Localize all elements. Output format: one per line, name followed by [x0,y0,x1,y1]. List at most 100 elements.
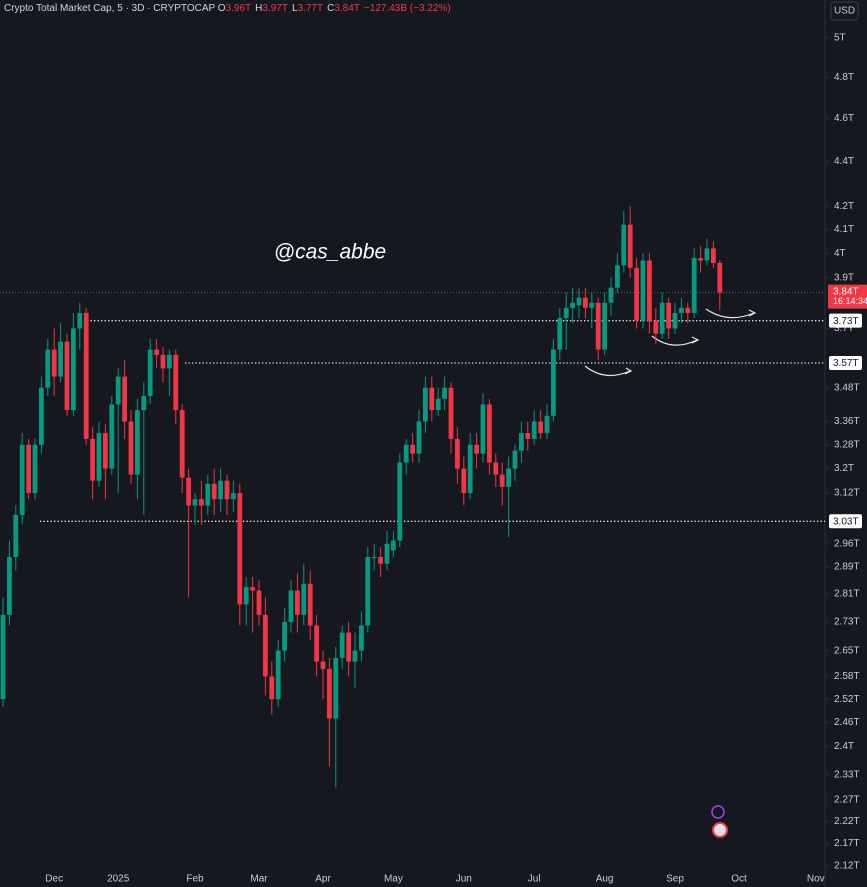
candle-body [58,341,63,377]
candle-body [7,556,12,615]
currency-button[interactable] [830,1,859,21]
level-box [829,355,862,370]
y-tick-label: 3.2T [834,463,854,474]
y-tick-label: 2.58T [834,671,860,682]
candle-body [154,349,159,355]
y-tick-label: 4T [834,248,846,259]
candle-body [525,433,531,439]
candle-body [595,302,601,350]
y-tick-label: 3.28T [834,439,860,450]
candle-body [685,307,691,313]
candle-body [416,421,422,454]
candle-body [346,632,351,662]
candle-body [461,468,467,494]
candle-body [576,297,582,306]
x-tick-label: Mar [250,874,268,885]
candle-body [211,483,217,500]
candle-body [135,410,140,475]
candle-body [282,621,287,651]
candle-body [583,297,588,308]
arrow-head [748,309,757,317]
candle-body [410,444,415,454]
candle-body [544,415,550,434]
x-tick-label: Feb [186,874,204,885]
level-label: 3.57T [833,358,859,369]
candle-body [608,287,614,303]
x-tick-label: Dec [45,874,63,885]
candle-body [615,265,620,288]
level-box [829,514,862,529]
countdown: 16:14:34 [833,296,867,306]
x-tick-label: Apr [315,874,331,885]
candle-body [109,404,115,469]
candle-body [480,404,486,454]
candle-body [397,462,403,541]
candle-body [455,438,460,469]
candle-body [96,433,102,481]
y-tick-label: 4.4T [834,156,854,167]
candle-body [359,625,364,651]
candle-body [538,421,543,434]
candle-body [621,224,627,266]
ohlc-key: O [217,3,226,14]
candle-body [51,349,57,377]
candle-body [365,556,371,626]
ohlc-value: 3.97T [262,3,288,14]
candle-body [327,669,332,719]
candle-body [295,590,300,615]
candle-body [320,661,326,670]
candle-body [711,248,716,263]
candle-body [237,493,243,605]
candle-body [403,444,409,463]
candle-body [103,433,108,469]
candle-body [506,468,511,487]
candle-body [467,444,473,494]
candle-body [627,224,633,268]
candle-body [160,354,166,369]
y-tick-label: 2.89T [834,562,860,573]
currency-label[interactable]: USD [834,6,855,17]
candle-body [487,404,492,463]
ohlc-value: 3.77T [297,3,324,14]
y-tick-label: 2.96T [834,538,860,549]
candle-body [288,590,294,622]
candle-body [64,341,70,411]
x-tick-label: May [384,874,403,885]
candle-body [250,587,255,591]
candle-body [602,302,607,350]
candle-body [83,312,89,439]
ohlc-key: H [255,3,263,14]
candle-body [218,480,223,500]
candle-body [659,302,665,334]
level-label: 3.03T [833,516,859,527]
price-box [828,284,867,309]
candle-body [384,543,390,564]
level-box [829,313,862,328]
candle-body [647,260,652,321]
candle-body [192,499,198,506]
candle-body [141,395,147,411]
candle-body [519,433,524,451]
candle-body [147,349,153,396]
y-tick-label: 4.2T [834,201,854,212]
icon [711,805,725,819]
y-tick-label: 2.12T [834,861,860,872]
candle-body [672,312,678,329]
candle-body [45,349,51,388]
x-tick-label: Nov [807,874,825,885]
candle-body [691,258,697,313]
arrow-head [691,336,700,344]
candle-body [19,444,25,515]
arrow [584,365,631,377]
x-tick-label: Jul [528,874,541,885]
candle-body [167,354,172,369]
candle-body [391,540,396,551]
x-tick-label: Sep [666,874,684,885]
candle-body [275,650,281,700]
candle-body [269,676,275,700]
y-tick-label: 4.6T [834,113,854,124]
y-tick-label: 2.22T [834,816,860,827]
candle-body [378,556,383,564]
